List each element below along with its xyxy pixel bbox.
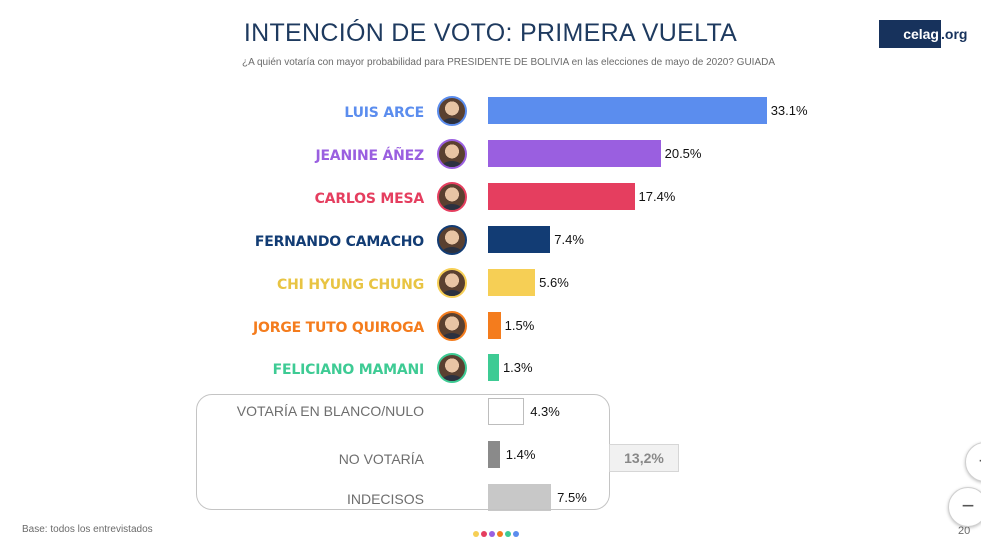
footer-dot [513,531,519,537]
value-label-luis-arce: 33.1% [770,103,808,118]
candidate-photo-jorge-tuto-quiroga [437,311,467,341]
logo-tld: .org [941,26,968,42]
candidate-photo-feliciano-mamani [437,353,467,383]
candidate-name-feliciano-mamani: FELICIANO MAMANI [272,362,425,378]
candidate-name-chi-hyung-chung: CHI HYUNG CHUNG [277,277,424,293]
value-label-feliciano-mamani: 1.3% [502,360,533,375]
candidate-name-luis-arce: LUIS ARCE [344,105,424,121]
bar-luis-arce [488,97,767,124]
bar-jorge-tuto-quiroga [488,312,501,339]
candidate-photo-carlos-mesa [437,182,467,212]
value-label-carlos-mesa: 17.4% [638,189,676,204]
other-name-indecisos: INDECISOS [346,491,424,507]
zoom-out-button[interactable]: − [948,487,981,527]
footer-dot [489,531,495,537]
value-label-votaria-en-blanco-nulo: 4.3% [530,404,560,419]
candidate-photo-shoulders [442,375,462,381]
bar-fernando-camacho [488,226,551,253]
bar-carlos-mesa [488,183,635,210]
candidate-photo-luis-arce [437,96,467,126]
zoom-in-button[interactable]: + [965,442,981,482]
celag-logo: celag .org [879,20,967,48]
bar-jeanine-anez [488,140,661,167]
candidate-name-jorge-tuto-quiroga: JORGE TUTO QUIROGA [253,320,424,336]
base-note: Base: todos los entrevistados [22,524,153,535]
others-group-box [196,394,610,510]
candidate-photo-shoulders [442,118,462,124]
candidate-photo-fernando-camacho [437,225,467,255]
bar-indecisos [488,484,552,511]
footer-dot [473,531,479,537]
bar-no-votaria [488,441,500,468]
candidate-photo-shoulders [442,204,462,210]
value-label-no-votaria: 1.4% [505,447,536,462]
candidate-name-carlos-mesa: CARLOS MESA [314,191,425,207]
others-total-badge: 13,2% [609,444,679,472]
page-number: 20 [958,525,971,537]
bar-votaria-en-blanco-nulo [488,398,525,425]
bar-feliciano-mamani [488,354,499,381]
footer-dot [497,531,503,537]
chart-subtitle: ¿A quién votaría con mayor probabilidad … [241,57,776,68]
candidate-photo-shoulders [442,333,462,339]
candidate-photo-chi-hyung-chung [437,268,467,298]
footer-dot [505,531,511,537]
value-label-jorge-tuto-quiroga: 1.5% [504,318,535,333]
candidate-photo-shoulders [442,161,462,167]
chart-title: INTENCIÓN DE VOTO: PRIMERA VUELTA [243,19,738,47]
value-label-chi-hyung-chung: 5.6% [539,275,569,290]
value-label-fernando-camacho: 7.4% [554,232,584,247]
candidate-name-fernando-camacho: FERNANDO CAMACHO [254,234,424,250]
value-label-indecisos: 7.5% [557,490,587,505]
candidate-name-jeanine-anez: JEANINE ÁÑEZ [315,148,424,164]
candidate-photo-shoulders [442,290,462,296]
footer-dot [481,531,487,537]
bar-chi-hyung-chung [488,269,536,296]
other-name-no-votaria: NO VOTARÍA [338,451,424,467]
logo-main: celag [879,20,941,48]
other-name-votaria-en-blanco-nulo: VOTARÍA EN BLANCO/NULO [236,403,424,419]
candidate-photo-jeanine-anez [437,139,467,169]
candidate-photo-shoulders [442,247,462,253]
footer-dots [473,531,519,537]
value-label-jeanine-anez: 20.5% [664,146,702,161]
